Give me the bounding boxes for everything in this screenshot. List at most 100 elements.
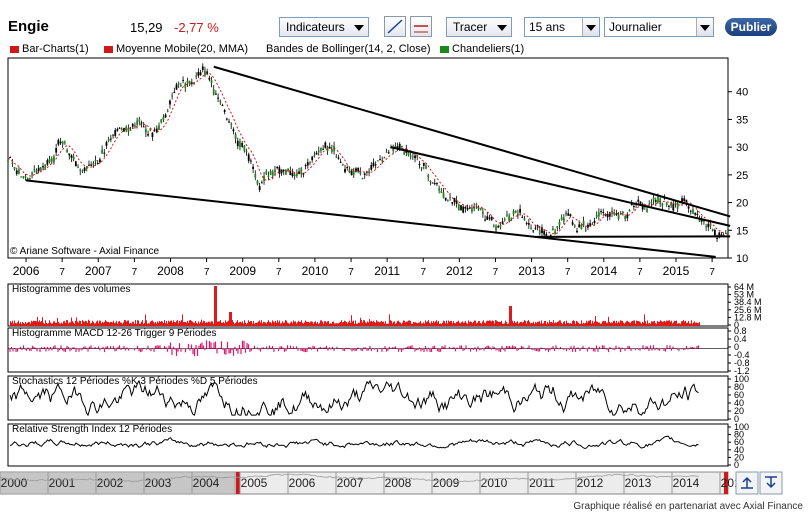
publish-button[interactable]: Publier xyxy=(725,18,777,36)
candle-body xyxy=(149,128,152,131)
candle-body xyxy=(243,146,246,152)
candle-body xyxy=(433,183,436,185)
volume-bar xyxy=(491,321,492,326)
y-tick-label: 15 xyxy=(736,225,748,237)
volume-bar xyxy=(89,320,90,326)
volume-bar xyxy=(578,322,579,326)
volume-bar xyxy=(294,321,295,326)
candle-body xyxy=(370,164,373,170)
volume-bar xyxy=(296,323,297,326)
volume-bar xyxy=(11,322,12,326)
volume-bar xyxy=(240,321,241,326)
volume-bar xyxy=(644,314,645,326)
volume-bar xyxy=(207,322,208,326)
candle-body xyxy=(569,214,572,217)
panel-title: Histogramme MACD 12-26 Trigger 9 Période… xyxy=(12,328,217,339)
volume-bar xyxy=(142,320,143,326)
y-tick-label: 20 xyxy=(736,198,748,210)
volume-bar xyxy=(61,322,62,326)
candle-body xyxy=(44,164,47,169)
timeline-left-handle[interactable] xyxy=(236,472,240,494)
horizontal-line-tool-button[interactable] xyxy=(410,16,432,37)
volume-bar xyxy=(633,320,634,326)
volume-bar xyxy=(202,322,203,326)
volume-bar xyxy=(604,321,605,326)
volume-bar xyxy=(454,322,455,326)
volume-bar xyxy=(84,321,85,326)
volume-bar xyxy=(529,321,530,326)
volume-bar xyxy=(343,321,344,326)
indicators-dropdown[interactable]: Indicateurs xyxy=(279,17,369,37)
volume-bar xyxy=(678,323,679,326)
volume-bar xyxy=(150,321,151,326)
candle-body xyxy=(269,170,272,175)
chart-area[interactable]: 10 15 20 25 30 35 40 © Ariane Software - Axial … xyxy=(0,0,809,500)
volume-bar xyxy=(596,321,597,326)
trendline-tool-button[interactable] xyxy=(384,16,406,37)
volume-bar xyxy=(382,321,383,326)
volume-bar xyxy=(496,320,497,326)
volume-bar xyxy=(31,320,32,326)
volume-bar xyxy=(612,322,613,326)
candle-body xyxy=(171,95,174,97)
candle-body xyxy=(204,70,206,76)
trend-line[interactable] xyxy=(213,65,731,218)
volume-bar xyxy=(609,321,610,326)
volume-bar xyxy=(153,321,154,326)
volume-bar xyxy=(90,323,91,326)
period-select[interactable]: 15 ans xyxy=(524,17,600,37)
x-tick-label: 7 xyxy=(637,267,643,278)
volume-bar xyxy=(388,323,389,326)
candle-body xyxy=(309,161,311,163)
trend-line[interactable] xyxy=(25,179,716,258)
candle-body xyxy=(593,220,596,224)
volume-bar xyxy=(177,320,178,326)
candle-body xyxy=(164,114,167,118)
volume-bar xyxy=(642,322,643,326)
candle-body xyxy=(320,148,322,151)
volume-bar xyxy=(527,321,528,326)
trend-line[interactable] xyxy=(390,146,731,227)
candle-body xyxy=(127,128,130,132)
volume-bar xyxy=(571,323,572,326)
candle-body xyxy=(637,199,640,202)
candle-body xyxy=(587,224,589,228)
candle-body xyxy=(70,155,73,158)
candle-body xyxy=(37,167,40,172)
tracer-dropdown[interactable]: Tracer xyxy=(446,17,512,37)
candle-body xyxy=(177,83,180,85)
candle-body xyxy=(7,159,9,162)
volume-bar xyxy=(624,323,625,326)
volume-bar xyxy=(558,321,559,326)
volume-bar xyxy=(221,322,222,326)
interval-select[interactable]: Journalier xyxy=(604,17,714,37)
volume-bar xyxy=(74,323,75,326)
candle-body xyxy=(440,191,443,193)
legend-swatch-bar-charts xyxy=(10,45,19,53)
candle-body xyxy=(720,234,723,236)
volume-bar xyxy=(267,321,268,326)
timeline-right-handle[interactable] xyxy=(724,472,728,494)
volume-bar xyxy=(572,320,573,326)
volume-bar xyxy=(594,321,595,326)
volume-bar xyxy=(146,320,147,326)
volume-bar xyxy=(365,322,366,326)
volume-bar xyxy=(136,323,137,326)
candle-body xyxy=(134,125,136,127)
volume-bar xyxy=(298,320,299,326)
x-tick-label: 2006 xyxy=(13,264,40,278)
volume-bar xyxy=(474,320,475,326)
volume-bar xyxy=(647,320,648,326)
volume-bar xyxy=(132,321,133,326)
candle-body xyxy=(543,230,546,235)
volume-bar xyxy=(460,323,461,326)
volume-bar xyxy=(82,320,83,326)
volume-bar xyxy=(65,322,66,326)
volume-bar xyxy=(598,322,599,326)
volume-bar xyxy=(356,323,357,326)
candle-body xyxy=(532,230,535,232)
candle-body xyxy=(291,173,294,177)
volume-bar xyxy=(664,320,665,326)
trend-line[interactable] xyxy=(535,235,731,238)
volume-bar xyxy=(483,320,484,326)
